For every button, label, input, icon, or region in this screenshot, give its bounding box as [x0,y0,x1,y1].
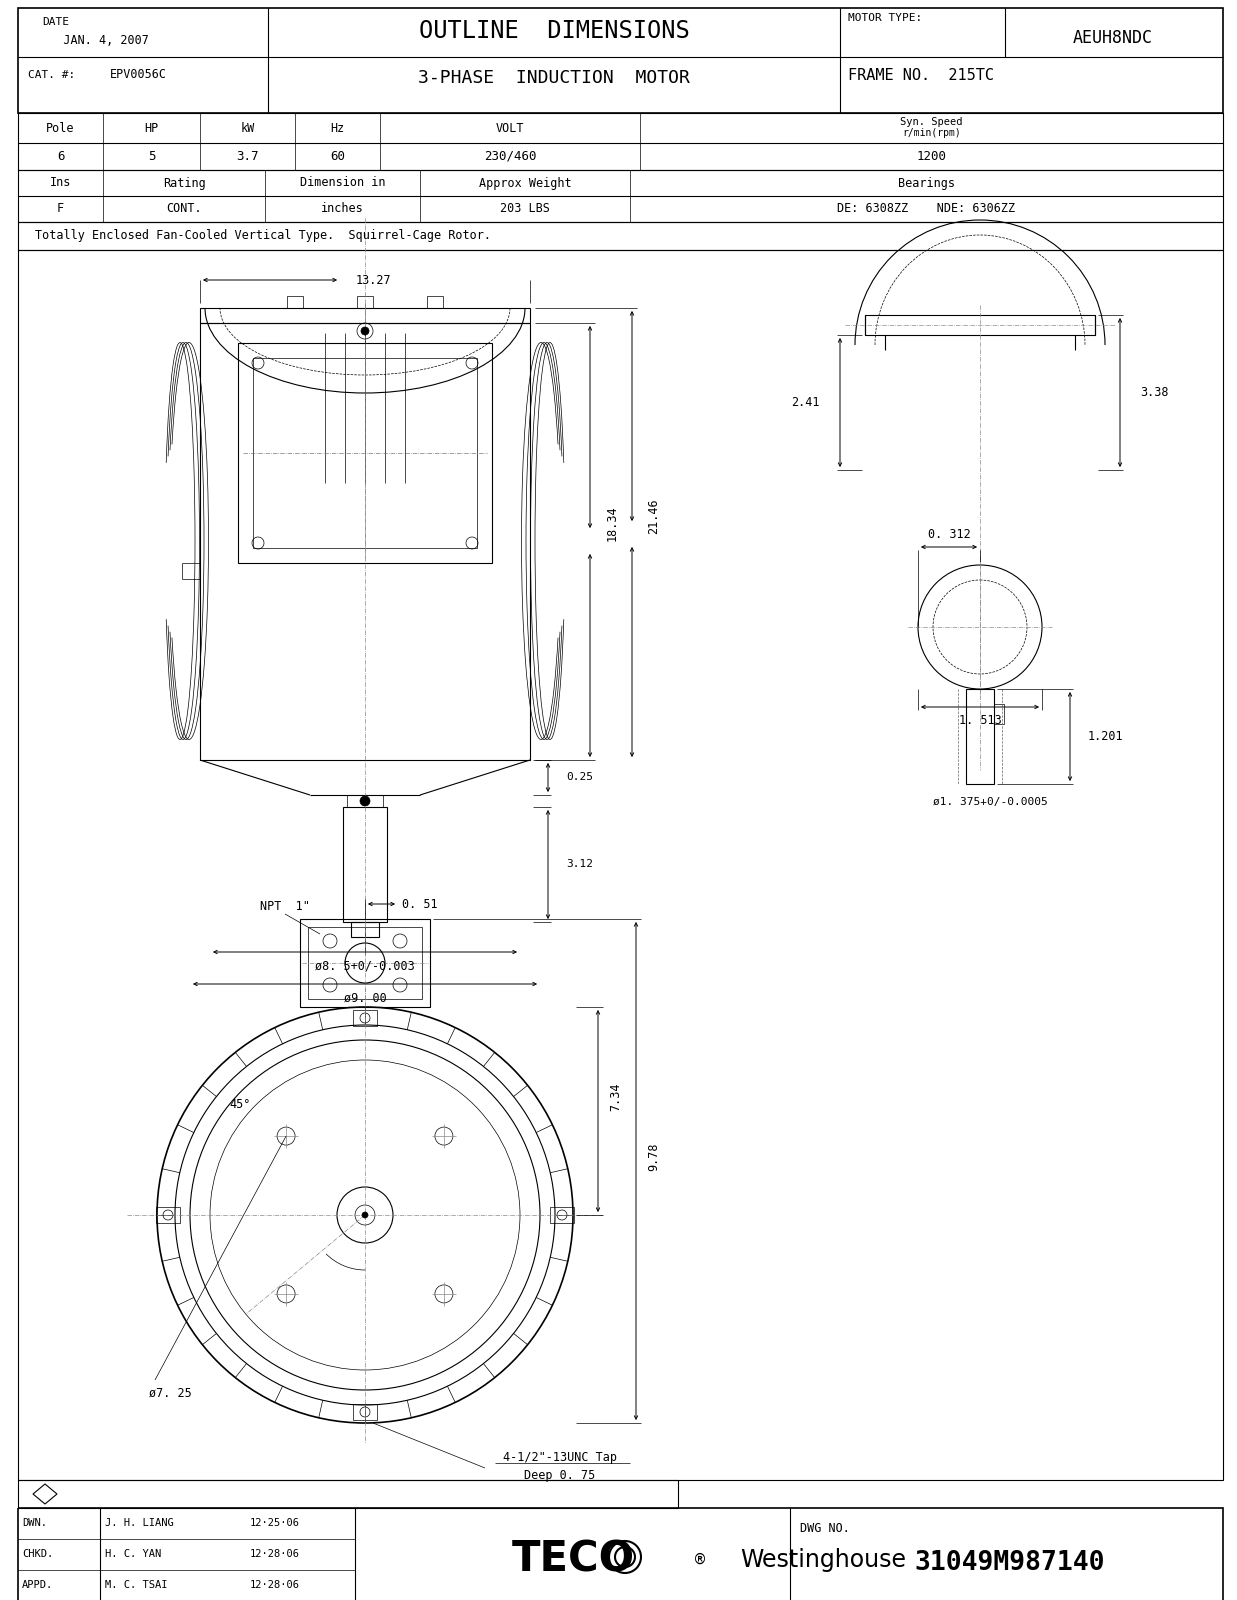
Bar [966,690,995,784]
Text: TECO: TECO [511,1539,635,1581]
Text: ø1. 375+0/-0.0005: ø1. 375+0/-0.0005 [933,797,1048,806]
Circle shape [360,795,370,806]
Text: DATE: DATE [42,18,69,27]
Text: FRAME NO.  215TC: FRAME NO. 215TC [849,67,995,83]
Text: 3-PHASE  INDUCTION  MOTOR: 3-PHASE INDUCTION MOTOR [418,69,690,86]
Bar [287,296,303,307]
Text: kW: kW [240,122,255,134]
Text: 1. 513: 1. 513 [959,715,1002,728]
Text: 13.27: 13.27 [355,274,391,286]
Circle shape [361,326,369,334]
Text: r/min(rpm): r/min(rpm) [902,128,961,138]
Text: Rating: Rating [162,176,205,189]
Text: DWG NO.: DWG NO. [800,1522,850,1534]
Bar [550,1206,574,1222]
Text: DWN.: DWN. [22,1518,47,1528]
Bar [19,114,1223,170]
Bar [200,307,529,323]
Text: 1.201: 1.201 [1089,730,1123,742]
Text: Hz: Hz [330,122,345,134]
Text: OUTLINE  DIMENSIONS: OUTLINE DIMENSIONS [418,19,689,43]
Bar [19,250,1223,1480]
Bar [427,296,443,307]
Text: APPD.: APPD. [22,1581,53,1590]
Bar [353,1010,377,1026]
Text: VOLT: VOLT [496,122,524,134]
Bar [238,342,492,563]
Text: DE: 6308ZZ    NDE: 6306ZZ: DE: 6308ZZ NDE: 6306ZZ [837,203,1016,216]
Text: CONT.: CONT. [166,203,202,216]
Text: MOTOR TYPE:: MOTOR TYPE: [849,13,923,22]
Text: Pole: Pole [46,122,74,134]
Text: Deep 0. 75: Deep 0. 75 [524,1469,596,1482]
Bar [348,795,383,806]
Bar [343,806,387,922]
Text: 3.12: 3.12 [567,859,593,869]
Text: 12·28·06: 12·28·06 [250,1581,301,1590]
Text: 12·25·06: 12·25·06 [250,1518,301,1528]
Bar [353,1405,377,1421]
Text: 6: 6 [57,149,64,163]
Text: 5: 5 [147,149,156,163]
Text: ø7. 25: ø7. 25 [148,1387,192,1400]
Text: 12·28·06: 12·28·06 [250,1549,301,1558]
Text: CAT. #:: CAT. #: [28,70,75,80]
Bar [19,8,1223,114]
Text: J. H. LIANG: J. H. LIANG [105,1518,173,1528]
Text: H. C. YAN: H. C. YAN [105,1549,161,1558]
Text: ®: ® [695,1550,705,1570]
Text: 60: 60 [330,149,345,163]
Text: 9.78: 9.78 [647,1142,661,1171]
Text: M. C. TSAI: M. C. TSAI [105,1581,167,1590]
Text: 45°: 45° [229,1099,251,1112]
Text: 1200: 1200 [917,149,946,163]
Text: CHKD.: CHKD. [22,1549,53,1558]
Bar [156,1206,181,1222]
Bar [19,1480,678,1507]
Text: EPV0056C: EPV0056C [110,69,167,82]
Circle shape [362,1213,367,1218]
Bar [200,323,529,760]
Text: Approx Weight: Approx Weight [479,176,571,189]
Text: Ins: Ins [49,176,72,189]
Text: inches: inches [322,203,364,216]
Bar [254,358,477,547]
Text: Syn. Speed: Syn. Speed [901,117,962,126]
Text: AEUH8NDC: AEUH8NDC [1072,29,1153,46]
Bar [19,1507,1223,1600]
Text: 18.34: 18.34 [605,506,618,541]
Text: 0. 312: 0. 312 [928,528,970,541]
Text: 21.46: 21.46 [647,498,661,534]
Text: JAN. 4, 2007: JAN. 4, 2007 [42,34,148,46]
Bar [865,315,1095,334]
Text: 31049M987140: 31049M987140 [914,1550,1105,1576]
Text: 0. 51: 0. 51 [402,898,438,910]
Text: 230/460: 230/460 [484,149,537,163]
Text: ø8. 5+0/-0.003: ø8. 5+0/-0.003 [315,960,414,973]
Text: Dimension in: Dimension in [299,176,385,189]
Bar [351,922,379,938]
Bar [19,170,1223,222]
Bar [995,704,1004,723]
Bar [357,296,374,307]
Text: F: F [57,203,64,216]
Bar [308,926,422,998]
Text: ø9. 00: ø9. 00 [344,992,386,1005]
Bar [19,222,1223,250]
Text: HP: HP [145,122,158,134]
Text: Bearings: Bearings [898,176,955,189]
Text: Westinghouse: Westinghouse [740,1549,905,1571]
Text: 2.41: 2.41 [792,395,820,408]
Text: NPT  1": NPT 1" [260,901,310,914]
Text: 7.34: 7.34 [610,1083,622,1110]
Text: 3.38: 3.38 [1141,386,1169,398]
Text: 4-1/2"-13UNC Tap: 4-1/2"-13UNC Tap [503,1451,617,1464]
Text: 0.25: 0.25 [567,773,593,782]
Bar [301,918,430,1006]
Text: 203 LBS: 203 LBS [500,203,550,216]
Text: 3.7: 3.7 [236,149,259,163]
Text: Totally Enclosed Fan-Cooled Vertical Type.  Squirrel-Cage Rotor.: Totally Enclosed Fan-Cooled Vertical Typ… [35,229,491,243]
